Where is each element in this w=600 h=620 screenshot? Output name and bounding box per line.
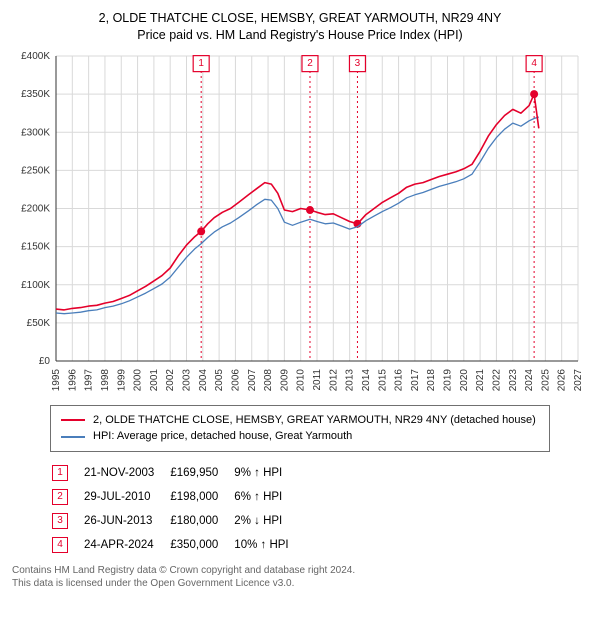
svg-text:2011: 2011 bbox=[312, 368, 323, 390]
event-marker: 3 bbox=[52, 513, 68, 529]
event-date: 26-JUN-2013 bbox=[84, 510, 168, 532]
svg-text:2004: 2004 bbox=[198, 368, 209, 391]
svg-text:2018: 2018 bbox=[426, 368, 437, 391]
event-row: 3 26-JUN-2013£180,0002% ↓ HPI bbox=[52, 510, 303, 532]
legend-item-hpi: HPI: Average price, detached house, Grea… bbox=[61, 428, 539, 445]
title-address: 2, OLDE THATCHE CLOSE, HEMSBY, GREAT YAR… bbox=[12, 10, 588, 27]
svg-text:£100K: £100K bbox=[21, 280, 50, 291]
footer-copyright: Contains HM Land Registry data © Crown c… bbox=[12, 564, 588, 578]
svg-text:4: 4 bbox=[531, 58, 537, 69]
svg-text:2003: 2003 bbox=[182, 368, 193, 391]
svg-text:2: 2 bbox=[307, 58, 313, 69]
legend: 2, OLDE THATCHE CLOSE, HEMSBY, GREAT YAR… bbox=[50, 405, 550, 452]
svg-text:2027: 2027 bbox=[573, 368, 584, 391]
svg-text:2019: 2019 bbox=[443, 368, 454, 391]
svg-text:2020: 2020 bbox=[459, 368, 470, 391]
legend-item-property: 2, OLDE THATCHE CLOSE, HEMSBY, GREAT YAR… bbox=[61, 412, 539, 429]
svg-text:2000: 2000 bbox=[133, 368, 144, 391]
svg-text:2012: 2012 bbox=[328, 368, 339, 391]
svg-text:2022: 2022 bbox=[491, 368, 502, 391]
svg-text:2005: 2005 bbox=[214, 368, 225, 391]
event-marker: 4 bbox=[52, 537, 68, 553]
svg-text:2002: 2002 bbox=[165, 368, 176, 391]
event-date: 24-APR-2024 bbox=[84, 534, 168, 556]
svg-text:2007: 2007 bbox=[247, 368, 258, 391]
svg-text:2026: 2026 bbox=[557, 368, 568, 391]
svg-text:£200K: £200K bbox=[21, 203, 50, 214]
legend-swatch-hpi bbox=[61, 436, 85, 438]
svg-text:1995: 1995 bbox=[51, 368, 62, 391]
legend-swatch-property bbox=[61, 419, 85, 421]
title-subtitle: Price paid vs. HM Land Registry's House … bbox=[12, 27, 588, 44]
svg-text:2023: 2023 bbox=[508, 368, 519, 391]
svg-text:2025: 2025 bbox=[540, 368, 551, 391]
price-chart: £0 £50K £100K £150K £200K £250K £300K £350K £400… bbox=[12, 50, 588, 395]
svg-text:2014: 2014 bbox=[361, 368, 372, 391]
event-price: £169,950 bbox=[170, 462, 232, 484]
svg-text:1: 1 bbox=[198, 58, 204, 69]
svg-text:1998: 1998 bbox=[100, 368, 111, 391]
event-price: £180,000 bbox=[170, 510, 232, 532]
svg-text:2021: 2021 bbox=[475, 368, 486, 391]
svg-text:2010: 2010 bbox=[296, 368, 307, 391]
svg-text:1999: 1999 bbox=[116, 368, 127, 391]
svg-text:1997: 1997 bbox=[84, 368, 95, 391]
svg-text:1996: 1996 bbox=[67, 368, 78, 391]
svg-text:2015: 2015 bbox=[377, 368, 388, 391]
footer-licence: This data is licensed under the Open Gov… bbox=[12, 577, 588, 591]
legend-label-property: 2, OLDE THATCHE CLOSE, HEMSBY, GREAT YAR… bbox=[93, 412, 536, 429]
legend-label-hpi: HPI: Average price, detached house, Grea… bbox=[93, 428, 352, 445]
svg-text:£0: £0 bbox=[39, 356, 51, 367]
svg-text:£250K: £250K bbox=[21, 165, 50, 176]
svg-text:3: 3 bbox=[355, 58, 361, 69]
event-date: 29-JUL-2010 bbox=[84, 486, 168, 508]
svg-text:2009: 2009 bbox=[279, 368, 290, 391]
event-marker: 2 bbox=[52, 489, 68, 505]
svg-text:£300K: £300K bbox=[21, 127, 50, 138]
event-delta: 6% ↑ HPI bbox=[234, 486, 302, 508]
event-row: 4 24-APR-2024£350,00010% ↑ HPI bbox=[52, 534, 303, 556]
event-row: 1 21-NOV-2003£169,9509% ↑ HPI bbox=[52, 462, 303, 484]
svg-text:£400K: £400K bbox=[21, 51, 50, 62]
event-price: £350,000 bbox=[170, 534, 232, 556]
svg-text:2016: 2016 bbox=[394, 368, 405, 391]
svg-text:2008: 2008 bbox=[263, 368, 274, 391]
events-table: 1 21-NOV-2003£169,9509% ↑ HPI 2 29-JUL-2010… bbox=[50, 460, 305, 558]
event-delta: 2% ↓ HPI bbox=[234, 510, 302, 532]
event-price: £198,000 bbox=[170, 486, 232, 508]
svg-text:2006: 2006 bbox=[230, 368, 241, 391]
event-row: 2 29-JUL-2010£198,0006% ↑ HPI bbox=[52, 486, 303, 508]
svg-text:2013: 2013 bbox=[345, 368, 356, 391]
chart-document: 2, OLDE THATCHE CLOSE, HEMSBY, GREAT YAR… bbox=[0, 0, 600, 599]
footer: Contains HM Land Registry data © Crown c… bbox=[12, 564, 588, 591]
svg-text:2017: 2017 bbox=[410, 368, 421, 391]
svg-text:£150K: £150K bbox=[21, 241, 50, 252]
event-delta: 10% ↑ HPI bbox=[234, 534, 302, 556]
event-marker: 1 bbox=[52, 465, 68, 481]
event-date: 21-NOV-2003 bbox=[84, 462, 168, 484]
svg-text:2024: 2024 bbox=[524, 368, 535, 391]
svg-text:£350K: £350K bbox=[21, 89, 50, 100]
event-delta: 9% ↑ HPI bbox=[234, 462, 302, 484]
svg-text:2001: 2001 bbox=[149, 368, 160, 391]
svg-text:£50K: £50K bbox=[27, 318, 51, 329]
